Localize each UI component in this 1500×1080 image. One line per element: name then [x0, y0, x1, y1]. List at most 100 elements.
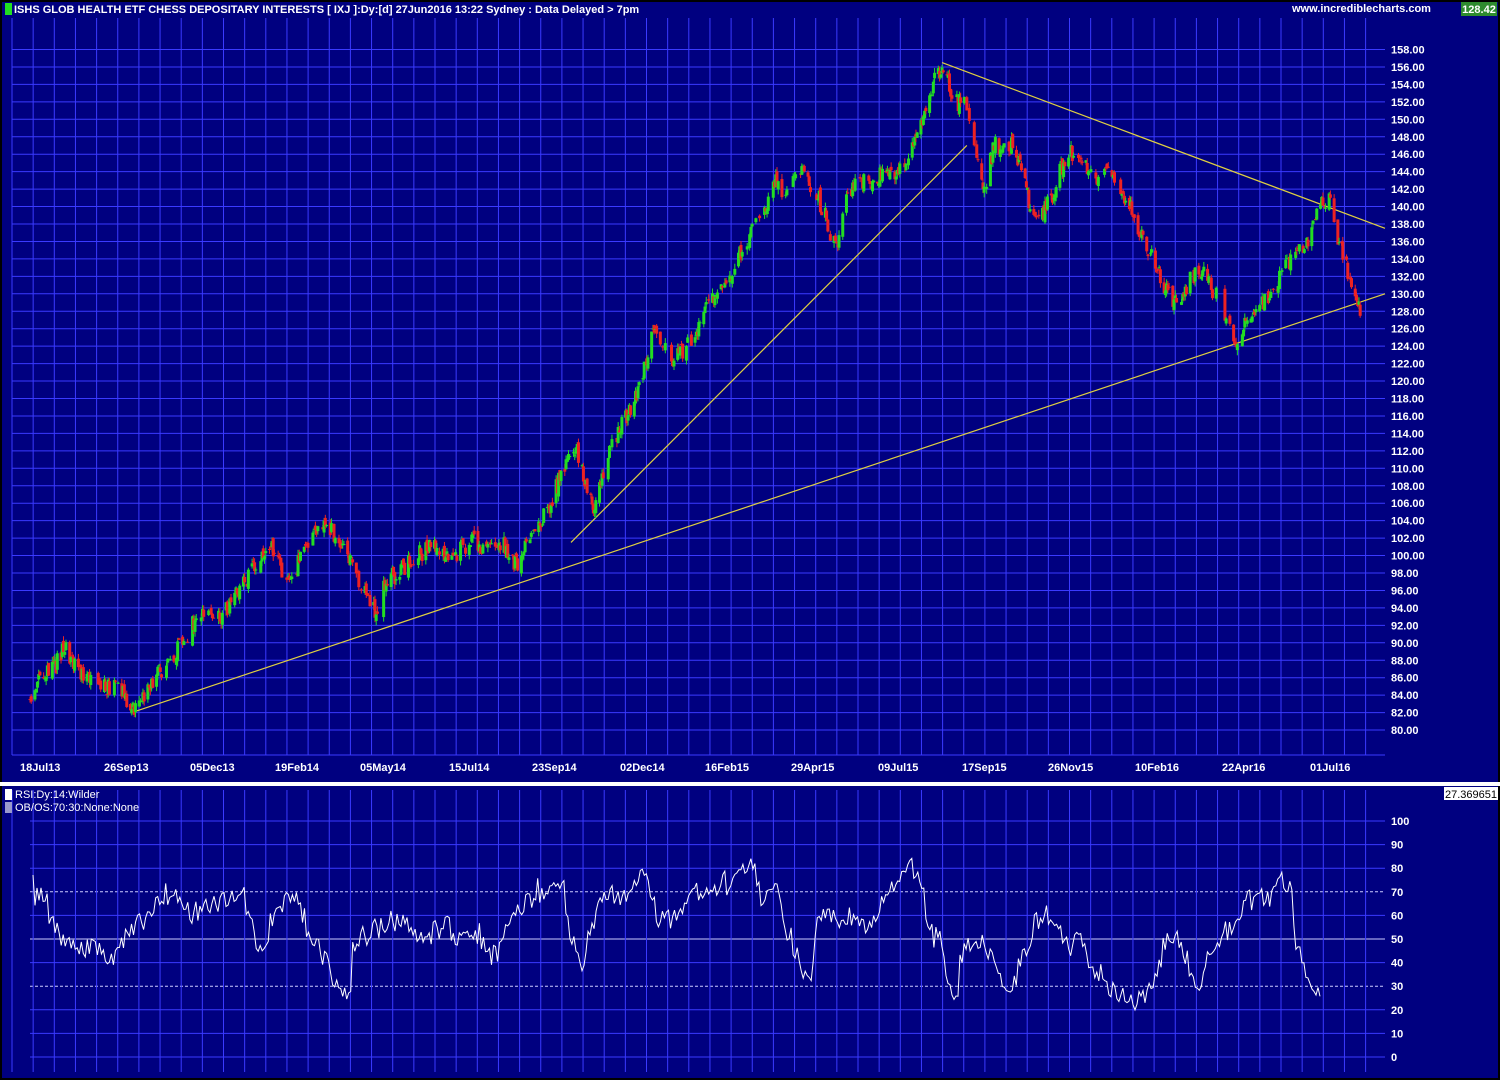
candle-body	[637, 382, 641, 385]
price-tick-label: 110.00	[1391, 463, 1424, 475]
candle-body	[437, 551, 441, 555]
candle-body	[519, 555, 523, 574]
candle-body	[37, 674, 41, 680]
candle-body	[1136, 215, 1140, 235]
candle-body	[1086, 171, 1090, 176]
candle-body	[254, 569, 258, 571]
candle-body	[1062, 162, 1066, 178]
price-tick-label: 142.00	[1391, 184, 1425, 196]
candle-body	[338, 540, 342, 548]
candle-body	[776, 181, 780, 190]
candle-body	[871, 181, 875, 192]
candle-body	[606, 458, 610, 480]
candle-body	[1214, 287, 1218, 299]
candle-body	[921, 116, 925, 125]
candle-body	[1289, 254, 1293, 271]
candle-body	[1181, 294, 1185, 301]
candle-body	[1197, 265, 1201, 275]
candle-body	[47, 662, 51, 676]
candle-body	[959, 97, 963, 103]
candle-body	[296, 554, 300, 577]
candle-body	[70, 655, 74, 657]
candle-body	[467, 544, 471, 555]
candle-body	[1130, 201, 1134, 215]
candle-body	[280, 562, 284, 578]
candle-body	[521, 554, 525, 559]
candle-body	[745, 246, 749, 250]
candle-body	[1280, 270, 1284, 272]
candle-body	[411, 564, 415, 566]
candle-body	[1285, 258, 1289, 260]
rsi-tick-label: 0	[1391, 1052, 1397, 1064]
candle-body	[1054, 187, 1058, 198]
candle-body	[182, 641, 186, 646]
candle-body	[34, 688, 38, 693]
candle-body	[542, 508, 546, 523]
candle-body	[580, 465, 584, 467]
candle-body	[209, 607, 213, 615]
candle-body	[880, 168, 884, 182]
candle-body	[62, 640, 66, 653]
candle-body	[38, 671, 42, 676]
candle-body	[1019, 163, 1023, 171]
candle-body	[158, 667, 162, 672]
candle-body	[1053, 194, 1057, 201]
candle-body	[1096, 176, 1100, 187]
candle-body	[1024, 181, 1028, 188]
candle-body	[263, 556, 267, 560]
site-label[interactable]: www.incrediblecharts.com	[1291, 3, 1431, 15]
candle-body	[962, 96, 966, 104]
price-tick-label: 140.00	[1391, 202, 1425, 214]
candle-body	[1063, 162, 1067, 167]
candle-body	[85, 673, 89, 682]
candle-body	[1327, 193, 1331, 210]
candle-body	[703, 306, 707, 314]
candle-body	[765, 208, 769, 214]
rsi-legend: RSI:Dy:14:Wilder	[15, 789, 100, 801]
panel-separator[interactable]	[0, 782, 1500, 786]
candle-body	[191, 616, 195, 646]
price-tick-label: 106.00	[1391, 498, 1425, 510]
candle-body	[1080, 161, 1084, 163]
candle-body	[1103, 168, 1107, 175]
candle-body	[702, 312, 706, 325]
candle-body	[373, 599, 377, 618]
candle-body	[858, 177, 862, 179]
candle-body	[661, 346, 665, 348]
candle-body	[1145, 236, 1149, 252]
candle-body	[33, 690, 37, 700]
candle-body	[825, 210, 829, 221]
candle-body	[598, 482, 602, 503]
candle-body	[1306, 239, 1310, 247]
candle-body	[1250, 316, 1254, 322]
price-tick-label: 114.00	[1391, 428, 1424, 440]
candle-body	[210, 613, 214, 619]
candle-body	[107, 681, 111, 695]
candle-body	[928, 95, 932, 113]
candle-body	[1253, 309, 1257, 316]
candle-body	[678, 346, 682, 356]
rsi-tick-label: 80	[1391, 863, 1403, 875]
candle-body	[1034, 216, 1038, 218]
candle-body	[1332, 198, 1336, 223]
candle-body	[287, 575, 291, 580]
candle-body	[1175, 297, 1179, 303]
candle-body	[529, 532, 533, 537]
candle-body	[967, 107, 971, 121]
date-tick-label: 22Apr16	[1222, 762, 1265, 774]
candle-body	[64, 642, 68, 651]
candle-body	[724, 280, 728, 284]
candle-body	[1336, 219, 1340, 245]
candle-body	[1184, 286, 1188, 295]
candle-body	[1105, 163, 1109, 169]
candle-body	[1321, 197, 1325, 206]
candle-body	[1243, 317, 1247, 328]
date-tick-label: 01Jul16	[1310, 762, 1350, 774]
candle-body	[1209, 277, 1213, 290]
candle-body	[29, 696, 33, 702]
candle-body	[1323, 207, 1327, 209]
candle-body	[435, 548, 439, 555]
trendline	[131, 293, 1386, 714]
candle-body	[478, 547, 482, 554]
